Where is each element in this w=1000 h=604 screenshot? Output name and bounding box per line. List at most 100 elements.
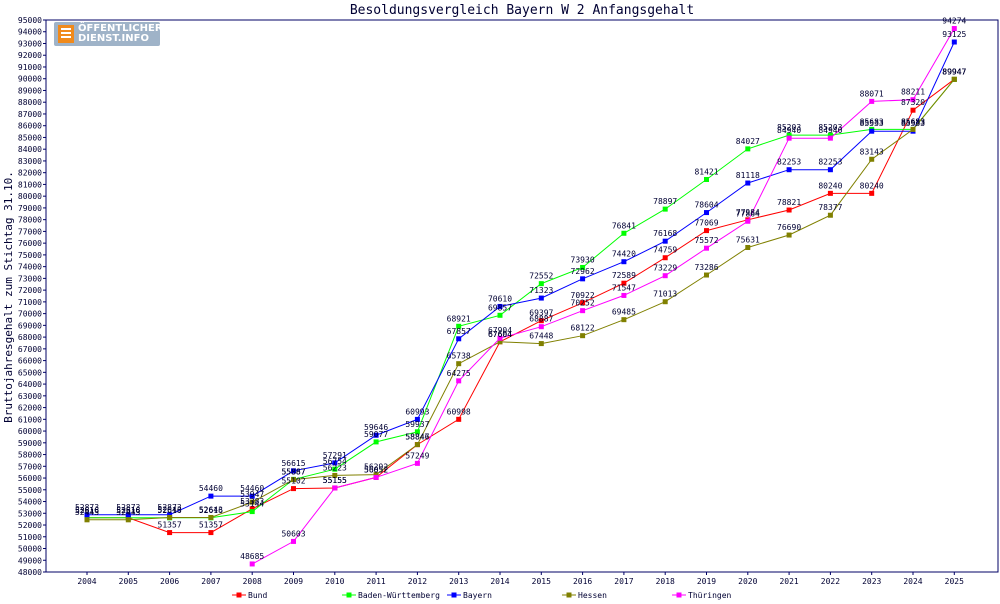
x-tick-label: 2008: [243, 577, 262, 586]
legend: Bund Baden-Württemberg Bayern Hessen Thüring…: [232, 591, 732, 600]
data-label-baden-w-rttemberg: 85683: [901, 117, 925, 126]
data-label-hessen: 53947: [240, 490, 264, 499]
data-label-baden-w-rttemberg: 85683: [860, 117, 884, 126]
legend-marker-th-ringen: [676, 592, 682, 598]
data-label-bayern: 52873: [158, 503, 182, 512]
data-point-th-ringen: [910, 97, 916, 103]
data-point-bund: [704, 228, 709, 234]
y-tick-label: 84000: [18, 145, 42, 154]
series-line-bayern: [87, 41, 955, 516]
series-line-baden-w-rttemberg: [87, 78, 955, 519]
data-point-baden-w-rttemberg: [621, 230, 627, 236]
data-label-bayern: 54460: [199, 484, 223, 493]
data-point-th-ringen: [621, 292, 627, 298]
data-label-th-ringen: 73229: [653, 264, 677, 273]
site-logo[interactable]: ÖFFENTLICHER DIENST.INFO: [54, 22, 163, 46]
series-bund: [84, 76, 957, 536]
data-label-bayern: 76168: [653, 229, 677, 238]
data-point-th-ringen: [662, 273, 668, 279]
data-label-th-ringen: 48685: [240, 552, 264, 561]
data-point-th-ringen: [291, 538, 296, 544]
data-point-hessen: [704, 272, 709, 278]
data-point-bund: [538, 318, 544, 324]
data-label-hessen: 67448: [529, 332, 553, 341]
y-tick-label: 49000: [18, 556, 42, 565]
y-tick-label: 68000: [18, 333, 42, 342]
y-tick-label: 93000: [18, 39, 42, 48]
data-label-th-ringen: 67904: [488, 326, 512, 335]
data-point-bayern: [580, 276, 586, 282]
y-tick-label: 66000: [18, 357, 42, 366]
data-label-bund: 56052: [364, 465, 388, 474]
x-tick-label: 2007: [201, 577, 220, 586]
data-label-bayern: 82253: [818, 158, 842, 167]
data-point-th-ringen: [373, 474, 379, 480]
data-label-th-ringen: 84940: [777, 126, 801, 135]
data-label-bund: 55155: [323, 476, 347, 485]
data-label-bund: 55102: [281, 477, 305, 486]
data-label-th-ringen: 75572: [694, 236, 718, 245]
axes: 48000 49000 50000 51000 52000 53000 54000 55000…: [18, 16, 999, 586]
data-label-th-ringen: 56052: [364, 465, 388, 474]
data-label-bund: 67604: [488, 330, 512, 339]
legend-marker-hessen: [566, 592, 572, 598]
data-point-baden-w-rttemberg: [332, 466, 338, 472]
y-tick-label: 78000: [18, 216, 42, 225]
y-tick-label: 87000: [18, 110, 42, 119]
legend-marker-bayern: [451, 592, 457, 598]
data-label-bayern: 85533: [860, 119, 884, 128]
data-label-baden-w-rttemberg: 59937: [405, 420, 429, 429]
data-label-th-ringen: 50603: [281, 529, 305, 538]
data-label-baden-w-rttemberg: 52616: [158, 506, 182, 515]
x-tick-label: 2005: [119, 577, 138, 586]
series-hessen: [84, 76, 957, 523]
data-point-baden-w-rttemberg: [786, 132, 792, 138]
series-th-ringen: [249, 26, 957, 567]
data-label-bund: 52616: [116, 506, 140, 515]
data-point-hessen: [869, 156, 875, 162]
data-point-bayern: [538, 295, 544, 301]
data-point-hessen: [373, 472, 379, 478]
data-point-hessen: [951, 76, 957, 82]
data-point-th-ringen: [249, 561, 255, 567]
x-tick-label: 2014: [490, 577, 509, 586]
data-point-baden-w-rttemberg: [580, 264, 586, 270]
data-point-bayern: [745, 180, 751, 186]
data-point-bayern: [827, 167, 833, 173]
data-label-baden-w-rttemberg: 53144: [240, 500, 264, 509]
data-point-hessen: [745, 244, 751, 250]
logo-icon: [58, 25, 74, 43]
data-point-baden-w-rttemberg: [373, 439, 379, 445]
y-tick-label: 91000: [18, 63, 42, 72]
data-label-hessen: 56223: [323, 463, 347, 472]
y-tick-label: 73000: [18, 274, 42, 283]
y-tick-label: 56000: [18, 474, 42, 483]
data-label-bund: 60998: [447, 407, 471, 416]
data-label-th-ringen: 77864: [736, 209, 760, 218]
data-label-hessen: 58847: [405, 433, 429, 442]
chart-title: Besoldungsvergleich Bayern W 2 Anfangsge…: [350, 3, 694, 18]
y-tick-label: 74000: [18, 263, 42, 272]
data-label-bayern: 56615: [281, 459, 305, 468]
data-point-hessen: [414, 442, 420, 448]
data-point-th-ringen: [332, 485, 338, 491]
x-tick-label: 2024: [903, 577, 922, 586]
y-tick-label: 69000: [18, 321, 42, 330]
data-label-bund: 51357: [199, 521, 223, 530]
data-label-hessen: 69485: [612, 308, 636, 317]
y-tick-label: 94000: [18, 28, 42, 37]
data-label-th-ringen: 84940: [818, 126, 842, 135]
data-label-hessen: 67604: [488, 330, 512, 339]
data-labels: 52616 52616 51357 51357 53383 55102 55155 56052…: [75, 17, 967, 561]
data-point-bayern: [497, 303, 503, 309]
x-tick-label: 2013: [449, 577, 468, 586]
legend-label-th-ringen: Thüringen: [688, 591, 732, 600]
data-label-bund: 78821: [777, 198, 801, 207]
y-tick-label: 88000: [18, 98, 42, 107]
data-label-hessen: 52643: [158, 505, 182, 514]
y-tick-label: 92000: [18, 51, 42, 60]
data-point-bayern: [414, 416, 420, 422]
y-tick-label: 85000: [18, 133, 42, 142]
data-label-th-ringen: 57249: [405, 451, 429, 460]
